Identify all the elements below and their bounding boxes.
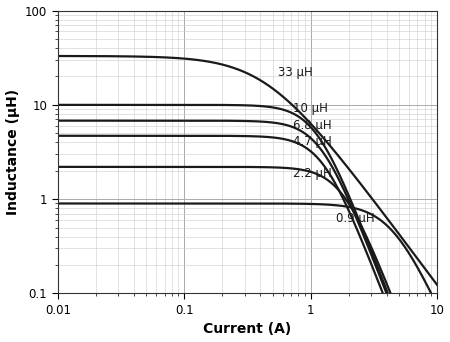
Text: 2.2 μH: 2.2 μH <box>292 168 331 181</box>
Text: 10 μH: 10 μH <box>292 102 328 115</box>
Text: 4.7 μH: 4.7 μH <box>292 135 331 148</box>
Text: 33 μH: 33 μH <box>278 66 313 79</box>
Text: 6.8 μH: 6.8 μH <box>292 119 331 132</box>
Y-axis label: Inductance (μH): Inductance (μH) <box>5 89 19 215</box>
Text: 0.9 μH: 0.9 μH <box>337 212 375 225</box>
X-axis label: Current (A): Current (A) <box>203 323 292 337</box>
